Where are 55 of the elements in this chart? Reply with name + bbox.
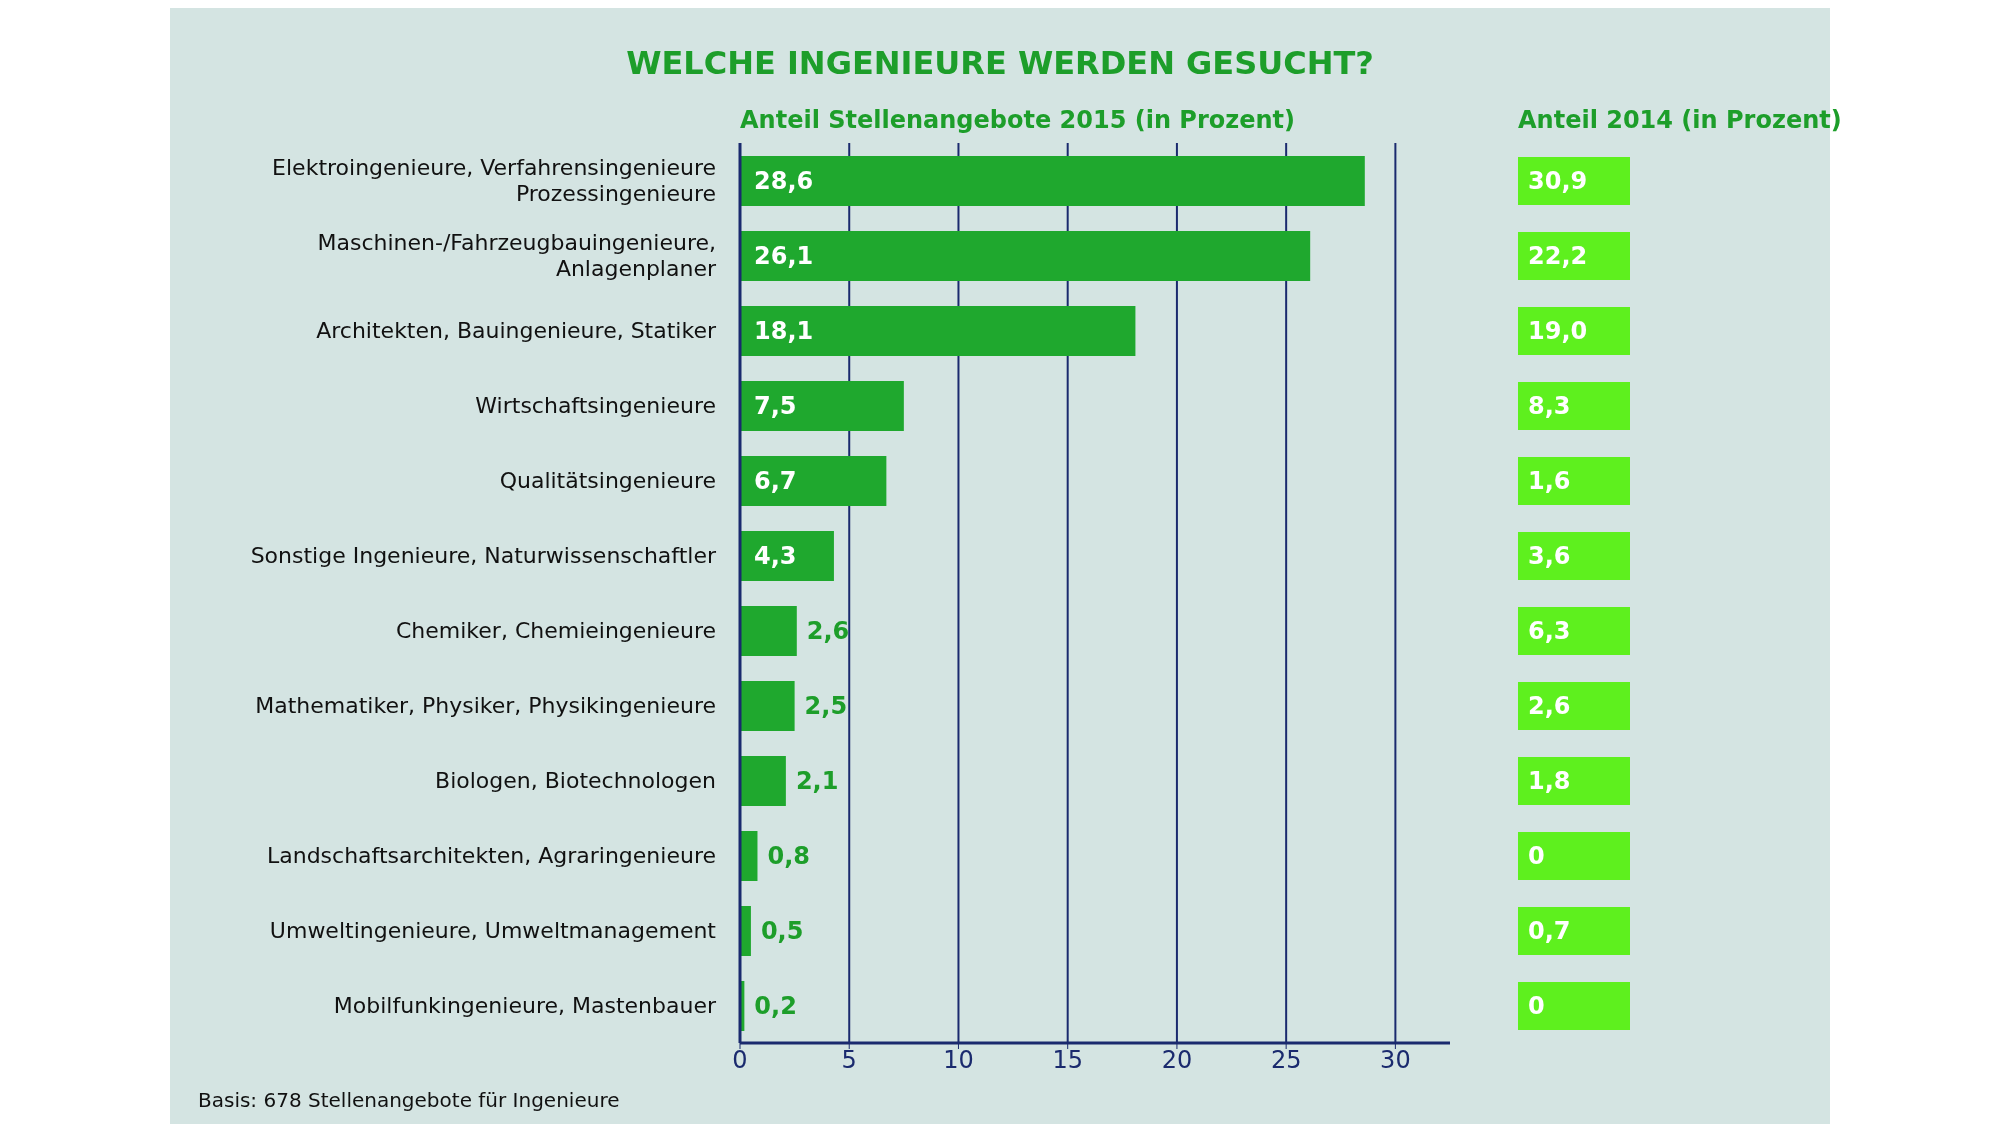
data-label: 0,2 <box>754 992 797 1021</box>
text: 0 <box>1528 991 1545 1020</box>
data-label: 2,1 <box>795 767 839 796</box>
text: Basis: 678 Stellenangebote für Ingenieure <box>198 1088 620 1112</box>
bar <box>740 756 786 806</box>
data-label: 0,8 <box>767 842 810 871</box>
text: 1,8 <box>1528 766 1571 795</box>
text: 3,6 <box>1528 541 1571 570</box>
x-tick-label: 20 <box>1161 1046 1193 1075</box>
text: 30,9 <box>1528 166 1588 195</box>
x-tick-label: 30 <box>1380 1046 1411 1075</box>
y-tick-label: Architekten, Bauingenieure, Statiker <box>316 318 717 344</box>
text: 0 <box>1528 841 1545 870</box>
text: 6,3 <box>1528 616 1571 645</box>
bar <box>740 231 1311 281</box>
x-tick-label: 10 <box>943 1046 974 1075</box>
x-tick-label: 0 <box>732 1046 748 1075</box>
y-tick-label: Mobilfunkingenieure, Mastenbauer <box>333 993 717 1019</box>
bar <box>740 156 1365 206</box>
bar <box>740 456 887 506</box>
data-label: 2,6 <box>806 617 850 646</box>
bar <box>740 306 1136 356</box>
data-label: 28,6 <box>754 167 814 196</box>
data-label: 4,3 <box>754 542 797 571</box>
text: 0,7 <box>1528 916 1571 945</box>
text: 22,2 <box>1528 241 1588 270</box>
x-tick-label: 5 <box>841 1046 857 1075</box>
series-label: Anteil Stellenangebote 2015 (in Prozent) <box>740 106 1296 134</box>
y-tick-label: Maschinen-/Fahrzeugbauingenieure, Anlagenplaner <box>317 230 717 282</box>
text: 8,3 <box>1528 391 1571 420</box>
y-tick-label: Chemiker, Chemieingenieure <box>395 618 716 644</box>
y-tick-label: Mathematiker, Physiker, Physikingenieure <box>255 693 716 719</box>
data-label: 7,5 <box>754 392 797 421</box>
text: Anteil 2014 (in Prozent) <box>1518 106 1842 134</box>
y-tick-label: Umweltingenieure, Umweltmanagement <box>269 918 717 944</box>
y-tick-label: Qualitätsingenieure <box>499 468 716 494</box>
data-label: 0,5 <box>760 917 804 946</box>
x-tick-label: 15 <box>1052 1046 1083 1075</box>
bar <box>740 606 797 656</box>
text: 2,6 <box>1528 691 1571 720</box>
text: 1,6 <box>1528 466 1571 495</box>
chart-title: WELCHE INGENIEURE WERDEN GESUCHT? <box>625 44 1375 82</box>
data-label: 18,1 <box>754 317 814 346</box>
y-tick-label: Elektroingenieure, Verfahrensingenieure Prozessingenieure <box>272 155 716 207</box>
y-tick-label: Landschaftsarchitekten, Agraringenieure <box>266 843 716 869</box>
y-tick-label: Sonstige Ingenieure, Naturwissenschaftler <box>250 543 717 569</box>
bar <box>740 381 904 431</box>
data-label: 26,1 <box>754 242 814 271</box>
data-label: 2,5 <box>804 692 848 721</box>
text: 19,0 <box>1528 316 1588 345</box>
x-tick-label: 25 <box>1270 1046 1302 1075</box>
y-tick-label: Biologen, Biotechnologen <box>435 768 716 794</box>
y-tick-label: Wirtschaftsingenieure <box>475 393 716 419</box>
bar <box>740 681 795 731</box>
data-label: 6,7 <box>754 467 797 496</box>
